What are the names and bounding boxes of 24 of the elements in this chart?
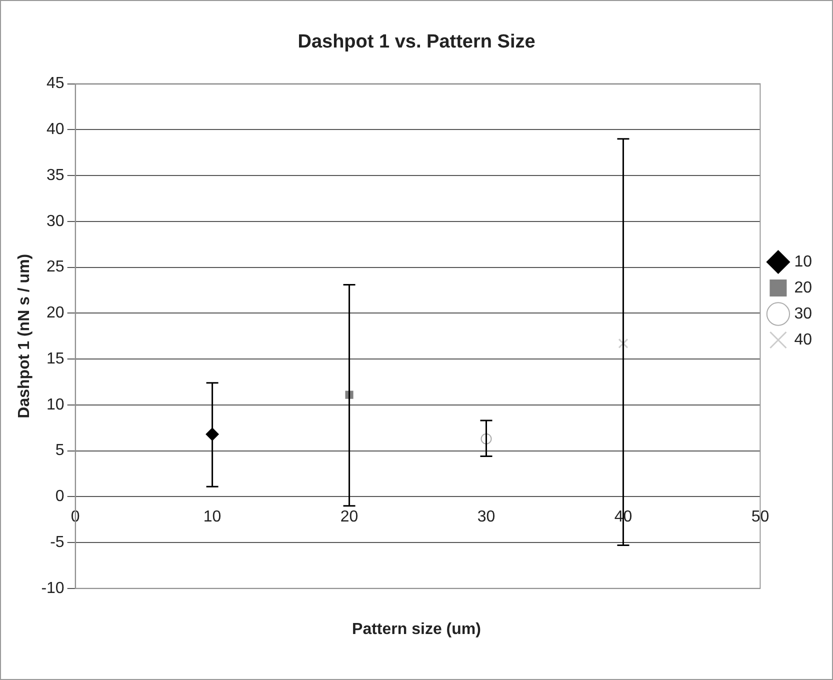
y-tick-label: 20 — [46, 304, 64, 322]
x-tick-label: 20 — [340, 508, 358, 526]
y-tick-label: 40 — [46, 121, 64, 138]
x-tick-label: 30 — [477, 508, 496, 526]
y-tick-label: 35 — [46, 166, 64, 184]
point — [618, 338, 628, 348]
y-tick-label: 10 — [46, 396, 64, 414]
chart-title: Dashpot 1 vs. Pattern Size — [298, 32, 536, 53]
x-tick-label: 50 — [751, 508, 770, 526]
y-tick-label: 25 — [46, 258, 64, 276]
legend-label: 20 — [794, 279, 812, 296]
x-axis-title: Pattern size (um) — [351, 621, 482, 639]
y-tick-label: -10 — [41, 580, 64, 597]
legend-label: 30 — [794, 305, 812, 322]
y-tick-label: 30 — [46, 212, 64, 230]
y-tick-label: 45 — [46, 75, 64, 92]
legend-label: 40 — [794, 331, 812, 348]
y-axis-title: Dashpot 1 (nN s / um) — [16, 254, 34, 418]
y-tick-label: 15 — [46, 350, 64, 368]
x-tick-label: 10 — [203, 508, 222, 526]
y-tick-label: -5 — [50, 534, 64, 551]
legend-label: 10 — [794, 253, 812, 270]
y-tick-label: 0 — [55, 488, 64, 506]
y-tick-label: 5 — [55, 442, 64, 460]
